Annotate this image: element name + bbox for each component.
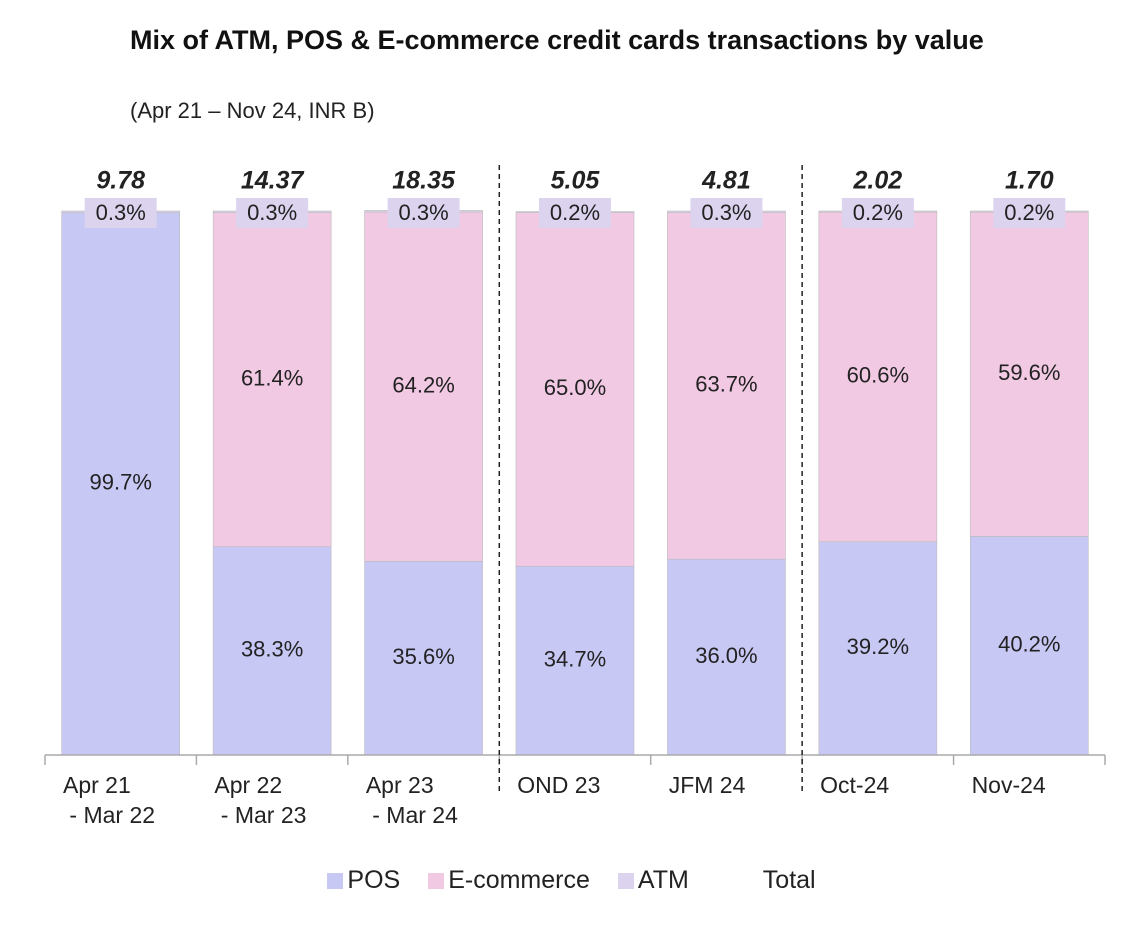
value-label: 40.2% — [998, 631, 1060, 656]
bar-segment — [818, 541, 938, 756]
x-tick-label: Apr 22 - Mar 23 — [214, 772, 307, 828]
bar-segment — [61, 212, 181, 756]
value-label: 36.0% — [695, 643, 757, 668]
value-label: 65.0% — [544, 375, 606, 400]
legend-label: ATM — [637, 866, 689, 894]
total-label: 1.70 — [1005, 167, 1054, 195]
x-tick-label: OND 23 — [517, 772, 601, 798]
label-box — [690, 198, 763, 228]
value-label: 64.2% — [392, 373, 454, 398]
total-label: 2.02 — [853, 167, 903, 195]
label-box — [993, 198, 1066, 228]
value-label: 0.2% — [1004, 200, 1054, 225]
total-label: 4.81 — [701, 167, 751, 195]
x-tick-label: Apr 23 - Mar 24 — [365, 772, 458, 828]
bar-segment — [364, 211, 483, 562]
legend-swatch — [428, 872, 445, 889]
legend: POS E-commerce ATM Total — [0, 866, 1143, 895]
legend-label: Total — [762, 866, 816, 894]
value-label: 63.7% — [695, 372, 757, 397]
value-label: 99.7% — [90, 470, 152, 495]
chart-title: Mix of ATM, POS & E-commerce credit card… — [130, 25, 984, 55]
value-label: 38.3% — [241, 637, 303, 662]
bar-segment — [667, 212, 786, 560]
x-tick-label: Oct-24 — [820, 772, 890, 798]
bar-segment — [969, 536, 1089, 756]
bar-segment — [364, 561, 483, 756]
total-label: 5.05 — [551, 167, 601, 195]
bar-segment — [969, 211, 1089, 537]
x-tick-label: Apr 21 - Mar 22 — [63, 772, 156, 828]
total-label: 18.35 — [392, 167, 456, 195]
x-tick-label: JFM 24 — [668, 772, 746, 798]
value-label: 39.2% — [847, 634, 909, 659]
legend-item: E-commerce — [428, 866, 590, 895]
value-label: 0.2% — [550, 200, 600, 225]
legend-label: POS — [347, 866, 401, 894]
bar-segment — [667, 558, 786, 756]
label-box — [236, 198, 309, 228]
legend-item: Total — [763, 866, 816, 895]
bar-segment — [515, 565, 635, 756]
legend-swatch — [327, 872, 344, 889]
value-label: 0.2% — [853, 200, 903, 225]
value-label: 60.6% — [847, 363, 909, 388]
value-label: 61.4% — [241, 365, 303, 390]
legend-label: E-commerce — [448, 866, 590, 894]
label-box — [539, 198, 611, 228]
total-label: 14.37 — [241, 167, 305, 195]
bar-segment — [212, 212, 332, 547]
bar-segment — [515, 212, 635, 567]
x-tick-label: Nov-24 — [971, 772, 1046, 798]
value-label: 0.3% — [398, 200, 448, 225]
label-box — [84, 198, 157, 228]
total-label: 9.78 — [96, 167, 145, 195]
bar-segment — [818, 211, 938, 543]
legend-swatch — [617, 872, 634, 889]
value-label: 0.3% — [701, 200, 751, 225]
legend-item: POS — [327, 866, 400, 895]
value-label: 34.7% — [544, 646, 606, 671]
value-label: 0.3% — [247, 200, 297, 225]
label-box — [387, 198, 460, 228]
chart-subtitle: (Apr 21 – Nov 24, INR B) — [130, 98, 375, 123]
value-label: 59.6% — [998, 360, 1060, 385]
value-label: 0.3% — [96, 200, 146, 225]
bar-segment — [212, 546, 332, 756]
value-label: 35.6% — [392, 644, 454, 669]
label-box — [841, 198, 914, 228]
legend-item: ATM — [617, 866, 689, 895]
